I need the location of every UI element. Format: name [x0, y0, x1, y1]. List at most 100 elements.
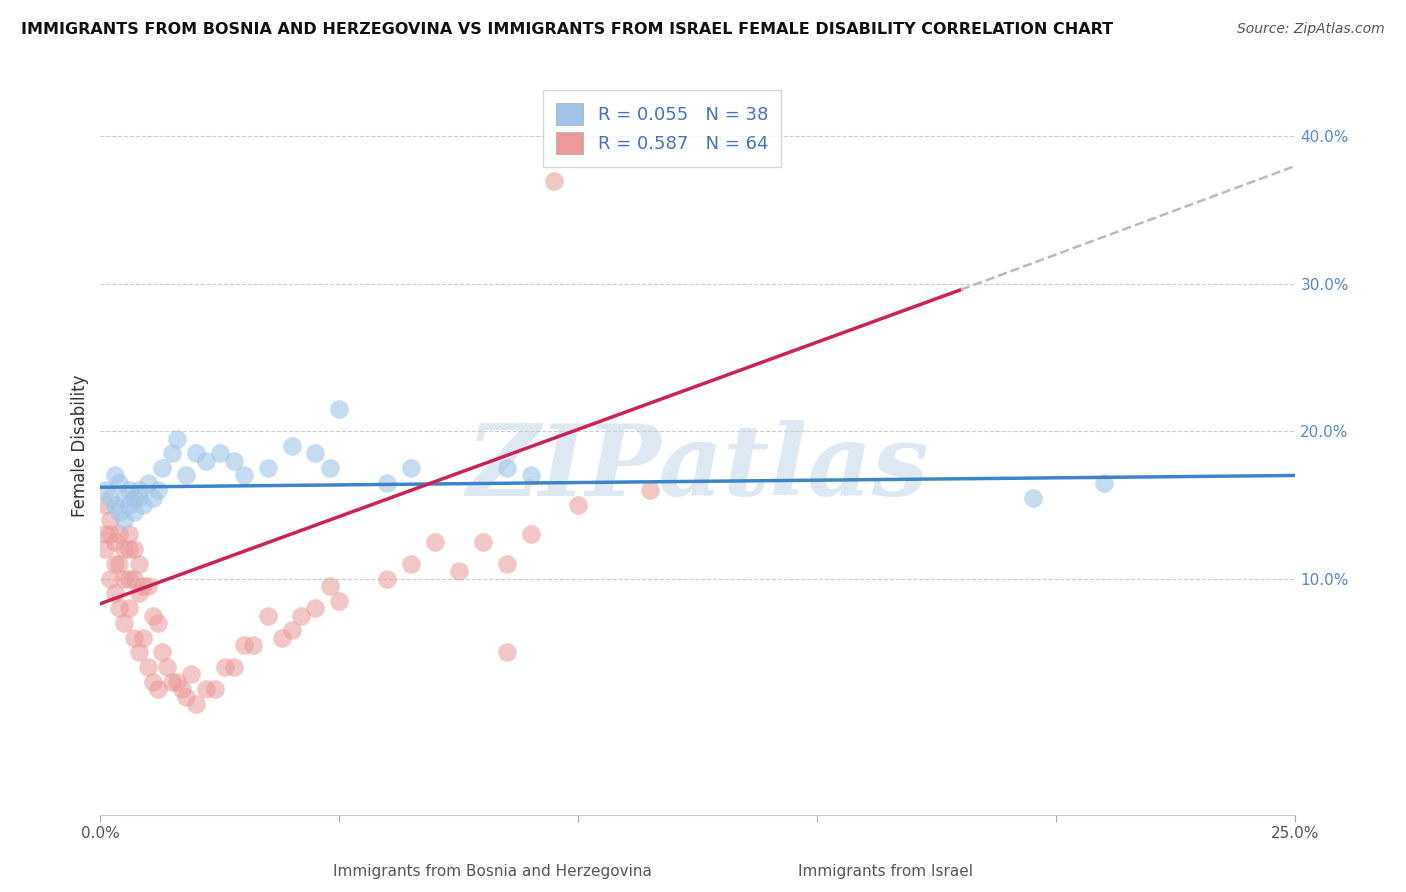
Point	[128, 491, 150, 505]
Point	[290, 608, 312, 623]
Point	[136, 579, 159, 593]
Point	[204, 682, 226, 697]
Point	[208, 446, 231, 460]
Point	[256, 461, 278, 475]
Text: ZIPatlas: ZIPatlas	[467, 420, 929, 516]
Point	[1092, 475, 1115, 490]
Point	[319, 579, 342, 593]
Text: Immigrants from Bosnia and Herzegovina: Immigrants from Bosnia and Herzegovina	[333, 864, 651, 879]
Text: Immigrants from Israel: Immigrants from Israel	[799, 864, 973, 879]
Point	[423, 534, 446, 549]
Point	[104, 557, 127, 571]
Point	[94, 527, 117, 541]
Point	[128, 586, 150, 600]
Point	[280, 624, 302, 638]
Point	[152, 645, 174, 659]
Point	[184, 446, 207, 460]
Point	[118, 542, 141, 557]
Legend: R = 0.055   N = 38, R = 0.587   N = 64: R = 0.055 N = 38, R = 0.587 N = 64	[543, 90, 780, 167]
Point	[184, 697, 207, 711]
Point	[132, 631, 155, 645]
Point	[152, 461, 174, 475]
Point	[128, 557, 150, 571]
Point	[242, 638, 264, 652]
Point	[112, 491, 135, 505]
Point	[280, 439, 302, 453]
Point	[112, 542, 135, 557]
Point	[98, 513, 121, 527]
Point	[146, 615, 169, 630]
Point	[160, 446, 183, 460]
Point	[495, 645, 517, 659]
Point	[399, 557, 422, 571]
Point	[1021, 491, 1043, 505]
Point	[128, 483, 150, 498]
Point	[98, 572, 121, 586]
Point	[471, 534, 494, 549]
Point	[232, 468, 254, 483]
Point	[224, 454, 246, 468]
Point	[304, 601, 326, 615]
Point	[519, 527, 541, 541]
Point	[94, 498, 117, 512]
Point	[495, 557, 517, 571]
Point	[136, 475, 159, 490]
Point	[94, 542, 117, 557]
Point	[194, 454, 217, 468]
Point	[118, 483, 141, 498]
Point	[399, 461, 422, 475]
Point	[271, 631, 294, 645]
Point	[567, 498, 589, 512]
Point	[304, 446, 326, 460]
Point	[118, 527, 141, 541]
Point	[146, 682, 169, 697]
Point	[94, 483, 117, 498]
Point	[108, 475, 131, 490]
Point	[170, 682, 193, 697]
Point	[319, 461, 342, 475]
Point	[156, 660, 179, 674]
Point	[122, 572, 145, 586]
Point	[142, 491, 165, 505]
Point	[98, 491, 121, 505]
Point	[176, 690, 198, 704]
Point	[166, 674, 188, 689]
Point	[232, 638, 254, 652]
Point	[98, 527, 121, 541]
Point	[122, 491, 145, 505]
Point	[136, 660, 159, 674]
Point	[112, 615, 135, 630]
Point	[122, 505, 145, 519]
Point	[108, 527, 131, 541]
Point	[122, 631, 145, 645]
Point	[128, 645, 150, 659]
Point	[328, 594, 350, 608]
Point	[132, 579, 155, 593]
Point	[104, 586, 127, 600]
Point	[112, 513, 135, 527]
Point	[146, 483, 169, 498]
Point	[638, 483, 661, 498]
Point	[166, 432, 188, 446]
Point	[132, 498, 155, 512]
Text: IMMIGRANTS FROM BOSNIA AND HERZEGOVINA VS IMMIGRANTS FROM ISRAEL FEMALE DISABILI: IMMIGRANTS FROM BOSNIA AND HERZEGOVINA V…	[21, 22, 1114, 37]
Point	[180, 667, 202, 681]
Point	[194, 682, 217, 697]
Point	[142, 608, 165, 623]
Text: Source: ZipAtlas.com: Source: ZipAtlas.com	[1237, 22, 1385, 37]
Point	[118, 572, 141, 586]
Point	[160, 674, 183, 689]
Point	[543, 174, 565, 188]
Point	[519, 468, 541, 483]
Point	[104, 534, 127, 549]
Point	[142, 674, 165, 689]
Point	[375, 475, 398, 490]
Point	[375, 572, 398, 586]
Point	[112, 572, 135, 586]
Y-axis label: Female Disability: Female Disability	[72, 375, 89, 517]
Point	[118, 601, 141, 615]
Point	[328, 402, 350, 417]
Point	[118, 498, 141, 512]
Point	[224, 660, 246, 674]
Point	[447, 564, 470, 578]
